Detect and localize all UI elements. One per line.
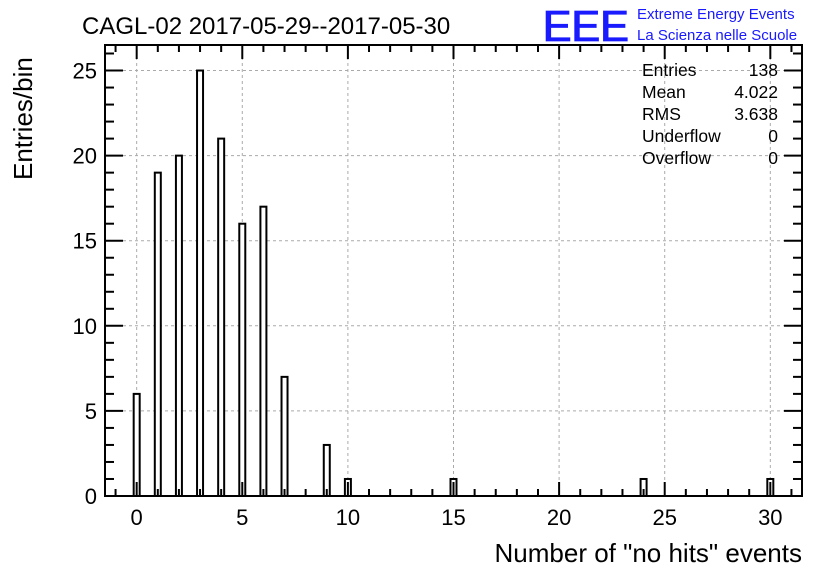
x-tick-label: 15 <box>441 505 465 530</box>
stats-value: 0 <box>768 126 778 146</box>
x-tick-labels: 0 5 10 15 20 25 30 <box>131 505 783 530</box>
stats-label: Mean <box>642 82 686 102</box>
histogram-bar <box>174 154 183 497</box>
y-tick-labels: 0 5 10 15 20 25 <box>73 59 97 509</box>
stats-label: Underflow <box>642 126 721 146</box>
eee-logo-line2: La Scienza nelle Scuole <box>637 27 797 44</box>
y-tick-label: 20 <box>73 144 97 169</box>
x-tick-label: 5 <box>236 505 248 530</box>
y-tick-label: 5 <box>85 399 97 424</box>
x-tick-label: 10 <box>336 505 360 530</box>
x-tick-label: 30 <box>758 505 782 530</box>
histogram-bar <box>238 222 247 497</box>
y-tick-label: 25 <box>73 59 97 84</box>
stats-box: Entries 138 Mean 4.022 RMS 3.638 Underflow 0 Ove… <box>642 60 778 168</box>
eee-logo-mark: EEE <box>542 0 628 52</box>
stats-value: 3.638 <box>734 104 778 124</box>
eee-logo-line1: Extreme Energy Events <box>637 6 795 23</box>
chart-title: CAGL-02 2017-05-29--2017-05-30 <box>82 13 450 40</box>
grid-lines <box>105 45 802 497</box>
histogram-bar <box>259 205 268 497</box>
y-tick-label: 0 <box>85 484 97 509</box>
stats-value: 138 <box>749 60 778 80</box>
y-axis-title: Entries/bin <box>8 57 38 180</box>
y-tick-label: 15 <box>73 229 97 254</box>
stats-value: 0 <box>768 148 778 168</box>
histogram-bar <box>196 69 205 498</box>
x-tick-label: 25 <box>652 505 676 530</box>
x-tick-label: 0 <box>131 505 143 530</box>
x-axis-title: Number of "no hits" events <box>495 538 803 568</box>
x-tick-label: 20 <box>547 505 571 530</box>
stats-label: Overflow <box>642 148 711 168</box>
stats-label: RMS <box>642 104 681 124</box>
eee-logo: EEE Extreme Energy Events La Scienza nel… <box>541 0 797 53</box>
histogram-bar <box>132 392 141 497</box>
y-tick-label: 10 <box>73 314 97 339</box>
histogram-bar <box>322 443 331 497</box>
histogram-bar <box>280 375 289 497</box>
stats-value: 4.022 <box>734 82 778 102</box>
histogram-bar <box>153 171 162 497</box>
axis-ticks <box>105 45 802 497</box>
histogram-bar <box>217 137 226 498</box>
stats-label: Entries <box>642 60 697 80</box>
